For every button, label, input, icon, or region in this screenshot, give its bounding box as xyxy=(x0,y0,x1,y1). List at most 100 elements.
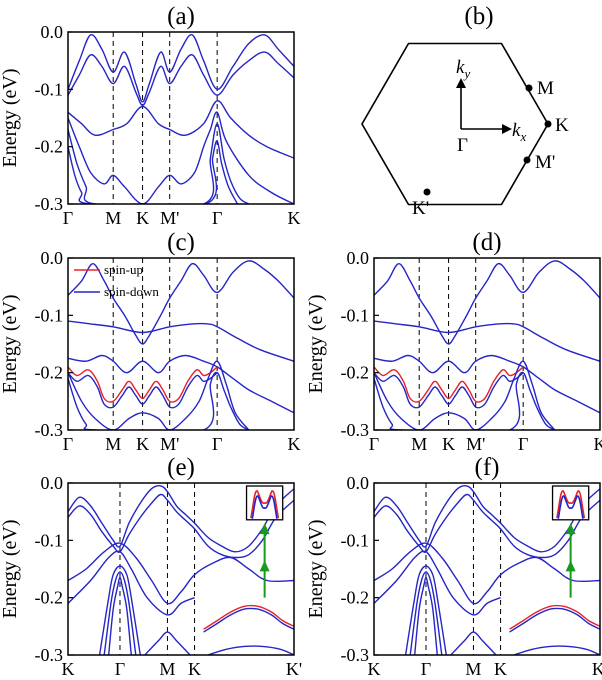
band-down-c-4 xyxy=(68,372,218,409)
ytick-label-f-0: 0.0 xyxy=(347,473,370,493)
band-down-a-5 xyxy=(68,140,239,204)
arrowhead-mid-f xyxy=(565,560,576,572)
ylabel-f: Energy (eV) xyxy=(305,519,327,618)
bands-f xyxy=(374,485,600,655)
point-K xyxy=(544,120,552,128)
label-Mprime: M' xyxy=(535,152,555,173)
label-kx: kx xyxy=(512,120,526,144)
ytick-label-d-2: -0.2 xyxy=(341,363,370,383)
arrowhead-top-f xyxy=(565,523,576,535)
point-M xyxy=(525,84,533,92)
xtick-label-c-3: M' xyxy=(160,434,179,454)
band-down-d-2 xyxy=(374,354,600,414)
inset-spin-up-f xyxy=(556,490,586,519)
xtick-label-c-2: K xyxy=(136,434,149,454)
xtick-label-c-0: Γ xyxy=(63,434,73,454)
band-down-e-5 xyxy=(203,607,294,633)
bands-c xyxy=(68,260,294,430)
xtick-label-e-3: K xyxy=(188,659,201,679)
bands-a xyxy=(68,34,294,204)
band-down-c-6 xyxy=(68,371,250,430)
label-ky: ky xyxy=(456,57,470,81)
xtick-label-d-3: M' xyxy=(466,434,485,454)
label-K: K xyxy=(555,115,569,136)
inset-spin-up-e xyxy=(250,490,280,519)
xtick-label-e-1: Γ xyxy=(115,659,125,679)
band-down-e-0 xyxy=(68,485,294,553)
band-down-e-8 xyxy=(108,576,132,655)
plot-frame-f xyxy=(373,482,601,656)
xtick-label-f-3: K xyxy=(494,659,507,679)
band-down-e-7 xyxy=(103,571,137,655)
inset-spin-down-e xyxy=(251,495,278,519)
band-down-a-4 xyxy=(68,122,250,204)
xtick-label-d-4: Γ xyxy=(518,434,528,454)
xtick-label-c-1: M xyxy=(105,434,121,454)
band-down-c-2 xyxy=(68,354,294,414)
ytick-label-f-1: -0.1 xyxy=(341,530,370,550)
legend-label-0: spin-up xyxy=(104,262,143,277)
xtick-label-d-5: K xyxy=(594,434,602,454)
band-up-f-4 xyxy=(509,604,600,630)
legend-c: spin-up spin-down xyxy=(74,262,159,299)
xtick-label-f-1: Γ xyxy=(421,659,431,679)
xtick-label-a-3: M' xyxy=(160,208,179,228)
ylabel-c: Energy (eV) xyxy=(0,294,21,393)
arrowhead-top-e xyxy=(259,523,270,535)
xtick-label-a-2: K xyxy=(136,208,149,228)
ytick-label-f-3: -0.3 xyxy=(341,645,370,665)
kx-arrowhead xyxy=(502,124,512,134)
ytick-label-d-3: -0.3 xyxy=(341,420,370,440)
inset-spin-down-f xyxy=(557,495,584,519)
point-Mprime xyxy=(523,156,531,164)
point-Kprime xyxy=(423,188,431,196)
band-down-d-0 xyxy=(374,260,600,345)
legend-label-1: spin-down xyxy=(104,284,159,299)
band-down-c-1 xyxy=(68,320,294,362)
panel-title-a: (a) xyxy=(167,3,195,30)
ytick-label-e-1: -0.1 xyxy=(35,530,64,550)
xtick-label-f-4: K' xyxy=(592,659,602,679)
xtick-label-a-1: M xyxy=(105,208,121,228)
band-down-d-5 xyxy=(374,360,556,430)
band-down-d-1 xyxy=(374,320,600,362)
ylabel-e: Energy (eV) xyxy=(0,519,21,618)
plot-frame-c xyxy=(67,257,295,431)
plot-frame-e xyxy=(67,482,295,656)
xtick-label-e-2: M xyxy=(159,659,175,679)
ytick-label-d-1: -0.1 xyxy=(341,305,370,325)
band-up-e-4 xyxy=(203,604,294,630)
band-down-a-2 xyxy=(68,100,294,159)
band-down-e-2 xyxy=(68,542,294,605)
band-down-c-5 xyxy=(68,360,250,430)
band-up-d-3 xyxy=(374,366,524,403)
band-down-f-6 xyxy=(404,565,447,655)
xtick-label-d-2: K xyxy=(442,434,455,454)
ytick-label-f-2: -0.2 xyxy=(341,588,370,608)
xtick-label-d-0: Γ xyxy=(369,434,379,454)
ytick-label-c-3: -0.3 xyxy=(35,420,64,440)
panel-title-c: (c) xyxy=(167,229,195,256)
ytick-label-a-0: 0.0 xyxy=(41,22,64,42)
band-down-f-2 xyxy=(374,542,600,605)
label-M: M xyxy=(537,78,554,99)
band-down-f-10 xyxy=(513,645,600,655)
bands-e xyxy=(68,485,294,655)
band-down-e-6 xyxy=(98,565,141,655)
band-down-e-10 xyxy=(207,645,294,655)
band-down-a-0 xyxy=(68,34,294,103)
panel-title-b: (b) xyxy=(464,3,493,30)
band-down-f-9 xyxy=(450,631,497,655)
band-down-f-8 xyxy=(414,576,438,655)
band-down-c-0 xyxy=(68,260,294,345)
ky-arrowhead xyxy=(456,78,466,88)
ytick-label-e-3: -0.3 xyxy=(35,645,64,665)
label-Gamma: Γ xyxy=(457,135,468,156)
band-down-f-1 xyxy=(374,493,600,559)
xtick-label-f-2: M xyxy=(465,659,481,679)
